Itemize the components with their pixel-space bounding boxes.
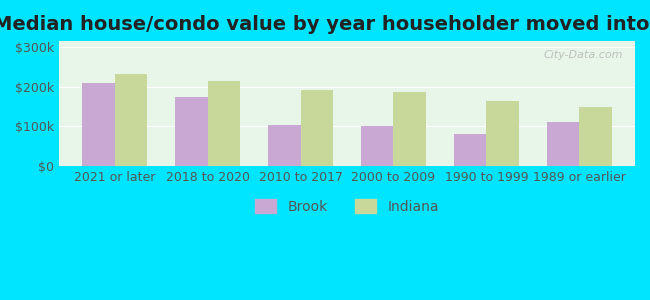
Bar xyxy=(207,81,240,166)
Title: Median house/condo value by year householder moved into unit: Median house/condo value by year househo… xyxy=(0,15,650,34)
Text: City-Data.com: City-Data.com xyxy=(544,50,623,60)
Bar xyxy=(579,107,612,166)
Bar xyxy=(454,134,486,166)
Bar xyxy=(393,92,426,166)
Bar xyxy=(268,125,300,166)
Bar xyxy=(547,122,579,166)
Bar xyxy=(82,83,115,166)
Bar xyxy=(361,126,393,166)
Bar xyxy=(486,101,519,166)
Bar xyxy=(175,97,207,166)
Bar xyxy=(115,74,148,166)
Legend: Brook, Indiana: Brook, Indiana xyxy=(250,193,444,219)
Bar xyxy=(300,89,333,166)
